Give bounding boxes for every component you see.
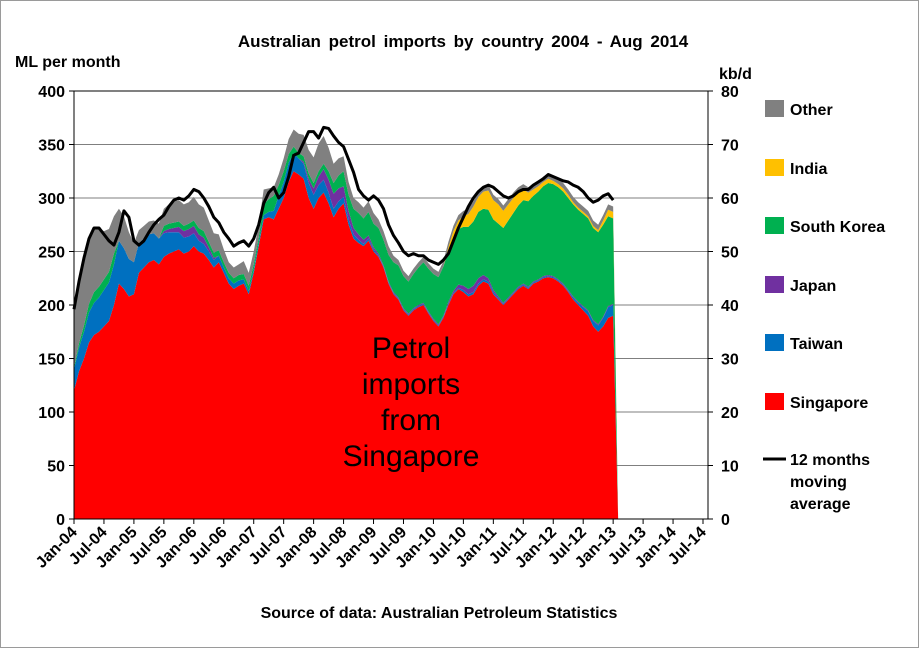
left-tick-label: 0 bbox=[56, 512, 65, 529]
right-tick-label: 80 bbox=[721, 84, 739, 101]
left-tick-label: 200 bbox=[38, 298, 65, 315]
legend-swatch-india bbox=[765, 159, 784, 176]
right-tick-label: 20 bbox=[721, 405, 739, 422]
right-tick-label: 50 bbox=[721, 245, 739, 262]
legend-swatch-singapore bbox=[765, 393, 784, 410]
x-axis: Jan-04Jul-04Jan-05Jul-05Jan-06Jul-06Jan-… bbox=[33, 519, 710, 572]
legend-label-japan: Japan bbox=[790, 278, 836, 295]
left-axis-unit: ML per month bbox=[15, 54, 120, 71]
legend-swatch-other bbox=[765, 100, 784, 117]
right-tick-label: 40 bbox=[721, 298, 739, 315]
right-tick-label: 0 bbox=[721, 512, 730, 529]
right-tick-label: 30 bbox=[721, 352, 739, 369]
legend-swatch-taiwan bbox=[765, 334, 784, 351]
left-tick-label: 300 bbox=[38, 191, 65, 208]
left-tick-label: 250 bbox=[38, 245, 65, 262]
legend-swatch-south-korea bbox=[765, 217, 784, 234]
legend-label-singapore: Singapore bbox=[790, 395, 868, 412]
legend-label-other: Other bbox=[790, 102, 833, 119]
left-tick-label: 400 bbox=[38, 84, 65, 101]
left-tick-label: 150 bbox=[38, 352, 65, 369]
legend-label-taiwan: Taiwan bbox=[790, 336, 843, 353]
stacked-areas bbox=[74, 129, 708, 519]
legend-swatch-japan bbox=[765, 276, 784, 293]
left-tick-label: 350 bbox=[38, 138, 65, 155]
right-tick-label: 60 bbox=[721, 191, 739, 208]
area-singapore bbox=[74, 171, 708, 519]
right-axis-unit: kb/d bbox=[719, 66, 752, 83]
area-south-korea bbox=[74, 146, 708, 519]
annotation-line-4: Singapore bbox=[343, 440, 480, 473]
right-tick-label: 10 bbox=[721, 459, 739, 476]
left-tick-label: 50 bbox=[47, 459, 65, 476]
right-axis: 0 10 20 30 40 50 60 70 80 bbox=[708, 84, 739, 529]
legend-label-india: India bbox=[790, 161, 827, 178]
legend: Other India South Korea Japan Taiwan Sin… bbox=[763, 100, 885, 513]
right-tick-label: 70 bbox=[721, 138, 739, 155]
annotation-line-2: imports bbox=[362, 368, 460, 401]
left-axis: 0 50 100 150 200 250 300 350 400 bbox=[38, 84, 74, 529]
left-tick-label: 100 bbox=[38, 405, 65, 422]
annotation-line-3: from bbox=[381, 404, 441, 437]
legend-label-moving-average: 12 months moving average bbox=[790, 452, 874, 513]
legend-label-south-korea: South Korea bbox=[790, 219, 885, 236]
annotation-line-1: Petrol bbox=[372, 332, 450, 365]
annotation: Petrol imports from Singapore bbox=[343, 332, 480, 473]
chart-title: Australian petrol imports by country 200… bbox=[238, 32, 689, 51]
moving-average-line bbox=[72, 125, 615, 310]
line-moving-average bbox=[72, 125, 615, 310]
source-note: Source of data: Australian Petroleum Sta… bbox=[261, 605, 618, 622]
